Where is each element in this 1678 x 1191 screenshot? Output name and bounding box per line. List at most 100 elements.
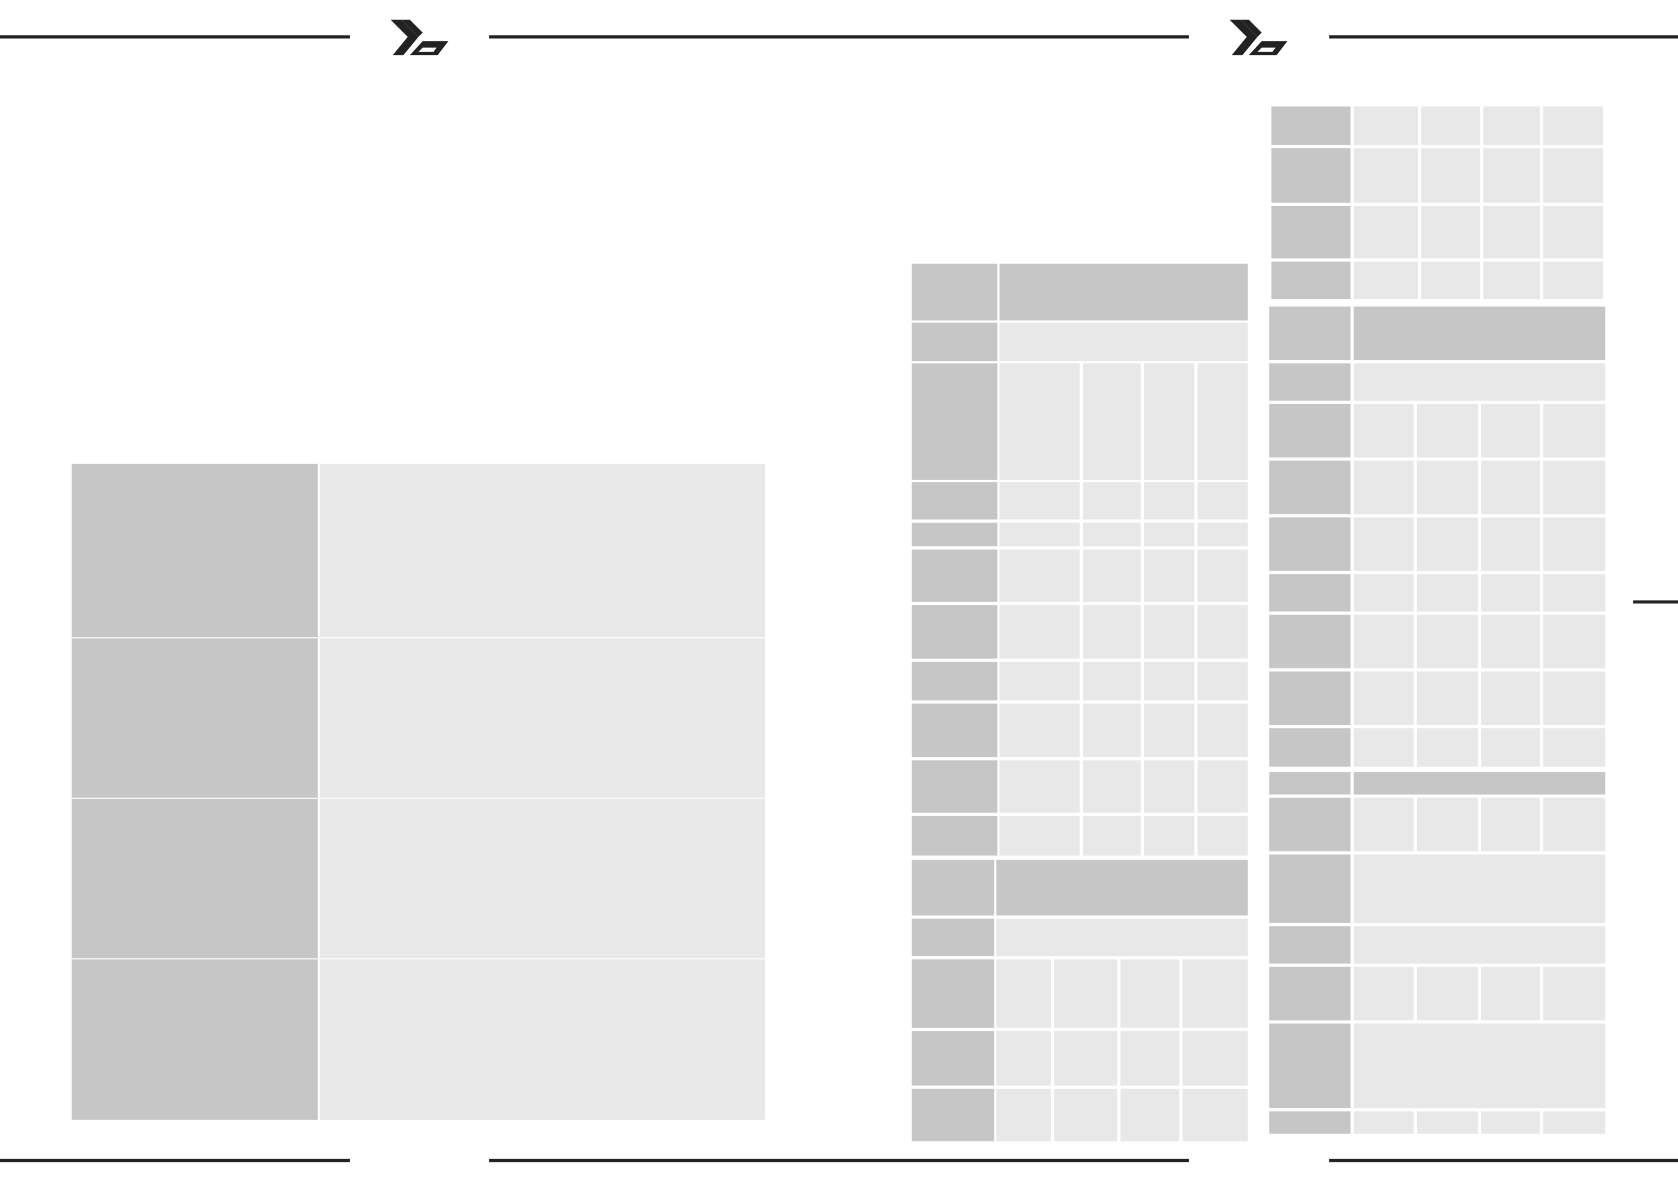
header-cell — [1271, 148, 1351, 203]
table-cell — [1543, 671, 1606, 725]
header-cell — [1269, 772, 1351, 795]
header-cell — [911, 482, 998, 520]
table-cell — [319, 638, 766, 798]
table-cell — [1143, 661, 1195, 701]
table-cell — [1543, 797, 1606, 852]
table-cell — [1082, 661, 1141, 701]
header-cell — [71, 959, 318, 1120]
table-cell — [999, 703, 1080, 758]
table-cell — [1054, 959, 1118, 1028]
table-cell — [1120, 959, 1180, 1028]
table-cell — [1353, 106, 1418, 145]
table-cell — [1197, 482, 1248, 520]
table-cell — [1143, 363, 1195, 480]
table-cell — [999, 522, 1080, 547]
table-cell — [1082, 605, 1141, 659]
header-cell — [1269, 614, 1351, 669]
header-cell — [911, 918, 995, 957]
logo — [390, 19, 449, 56]
logo-mark — [409, 41, 449, 56]
header-cell — [911, 661, 998, 701]
logo — [1229, 19, 1288, 56]
table-cell — [1543, 614, 1606, 669]
table-cell — [1416, 460, 1478, 515]
table-cell — [1353, 854, 1606, 923]
table-cell — [1353, 517, 1414, 571]
table-cell — [1353, 460, 1414, 515]
logo-chevron — [1229, 19, 1258, 56]
table-cell — [1416, 1111, 1478, 1134]
header-cell — [1353, 306, 1606, 361]
table-cell — [999, 482, 1080, 520]
table-cell — [1120, 1031, 1180, 1086]
header-cell — [911, 859, 995, 916]
table-cell — [1143, 703, 1195, 758]
table-cell — [1143, 815, 1195, 856]
table-cell — [1197, 522, 1248, 547]
header-cell — [1269, 966, 1351, 1021]
header-cell — [911, 703, 998, 758]
table-cell — [1421, 205, 1481, 259]
header-cell — [911, 549, 998, 602]
header-cell — [1269, 460, 1351, 515]
header-cell — [911, 1031, 995, 1086]
table-cell — [1543, 966, 1606, 1021]
header-cell — [911, 959, 995, 1028]
table-cell — [1543, 106, 1604, 145]
table-cell — [1143, 549, 1195, 602]
header-cell — [911, 263, 998, 321]
table-cell — [1143, 522, 1195, 547]
table-cell — [1353, 574, 1414, 612]
table-cell — [319, 959, 766, 1120]
header-cell — [999, 263, 1248, 321]
table-cell — [1353, 1111, 1414, 1134]
table-cell — [1481, 966, 1540, 1021]
table-cell — [1197, 661, 1248, 701]
header-cell — [1269, 854, 1351, 923]
table-cell — [1416, 728, 1478, 767]
table-cell — [1082, 549, 1141, 602]
header-cell — [1269, 926, 1351, 964]
header-cell — [911, 605, 998, 659]
table-cell — [1353, 205, 1418, 259]
table-cell — [999, 605, 1080, 659]
table-cell — [1353, 261, 1418, 300]
table-cell — [999, 363, 1080, 480]
table-cell — [1120, 1088, 1180, 1142]
table-cell — [1543, 261, 1604, 300]
table-cell — [999, 661, 1080, 701]
table-cell — [1543, 148, 1604, 203]
header-cell — [1269, 403, 1351, 458]
header-cell — [71, 463, 318, 638]
table-cell — [1054, 1088, 1118, 1142]
header-cell — [911, 363, 998, 480]
table-cell — [319, 798, 766, 959]
table-cell — [1481, 797, 1540, 852]
table-cell — [1082, 815, 1141, 856]
header-cell — [911, 815, 998, 856]
table-cell — [996, 918, 1248, 957]
table-cell — [1421, 106, 1481, 145]
header-cell — [996, 859, 1248, 916]
header-cell — [1269, 797, 1351, 852]
header-cell — [1271, 205, 1351, 259]
header-cell — [1269, 574, 1351, 612]
table-cell — [1353, 728, 1414, 767]
table-cell — [999, 549, 1080, 602]
table-cell — [1481, 403, 1540, 458]
table-cell — [1353, 403, 1414, 458]
tables — [71, 106, 1606, 1142]
logo-chevron — [390, 19, 419, 56]
header-cell — [911, 522, 998, 547]
table-cell — [1197, 605, 1248, 659]
table-cell — [1143, 760, 1195, 813]
table-cell — [1182, 959, 1248, 1028]
table-cell — [1082, 522, 1141, 547]
table-cell — [1416, 614, 1478, 669]
header-cell — [1269, 1023, 1351, 1109]
logo-mark — [1248, 41, 1288, 56]
table-cell — [1481, 460, 1540, 515]
logo-chevron — [1240, 19, 1262, 37]
table-cell — [1483, 106, 1540, 145]
